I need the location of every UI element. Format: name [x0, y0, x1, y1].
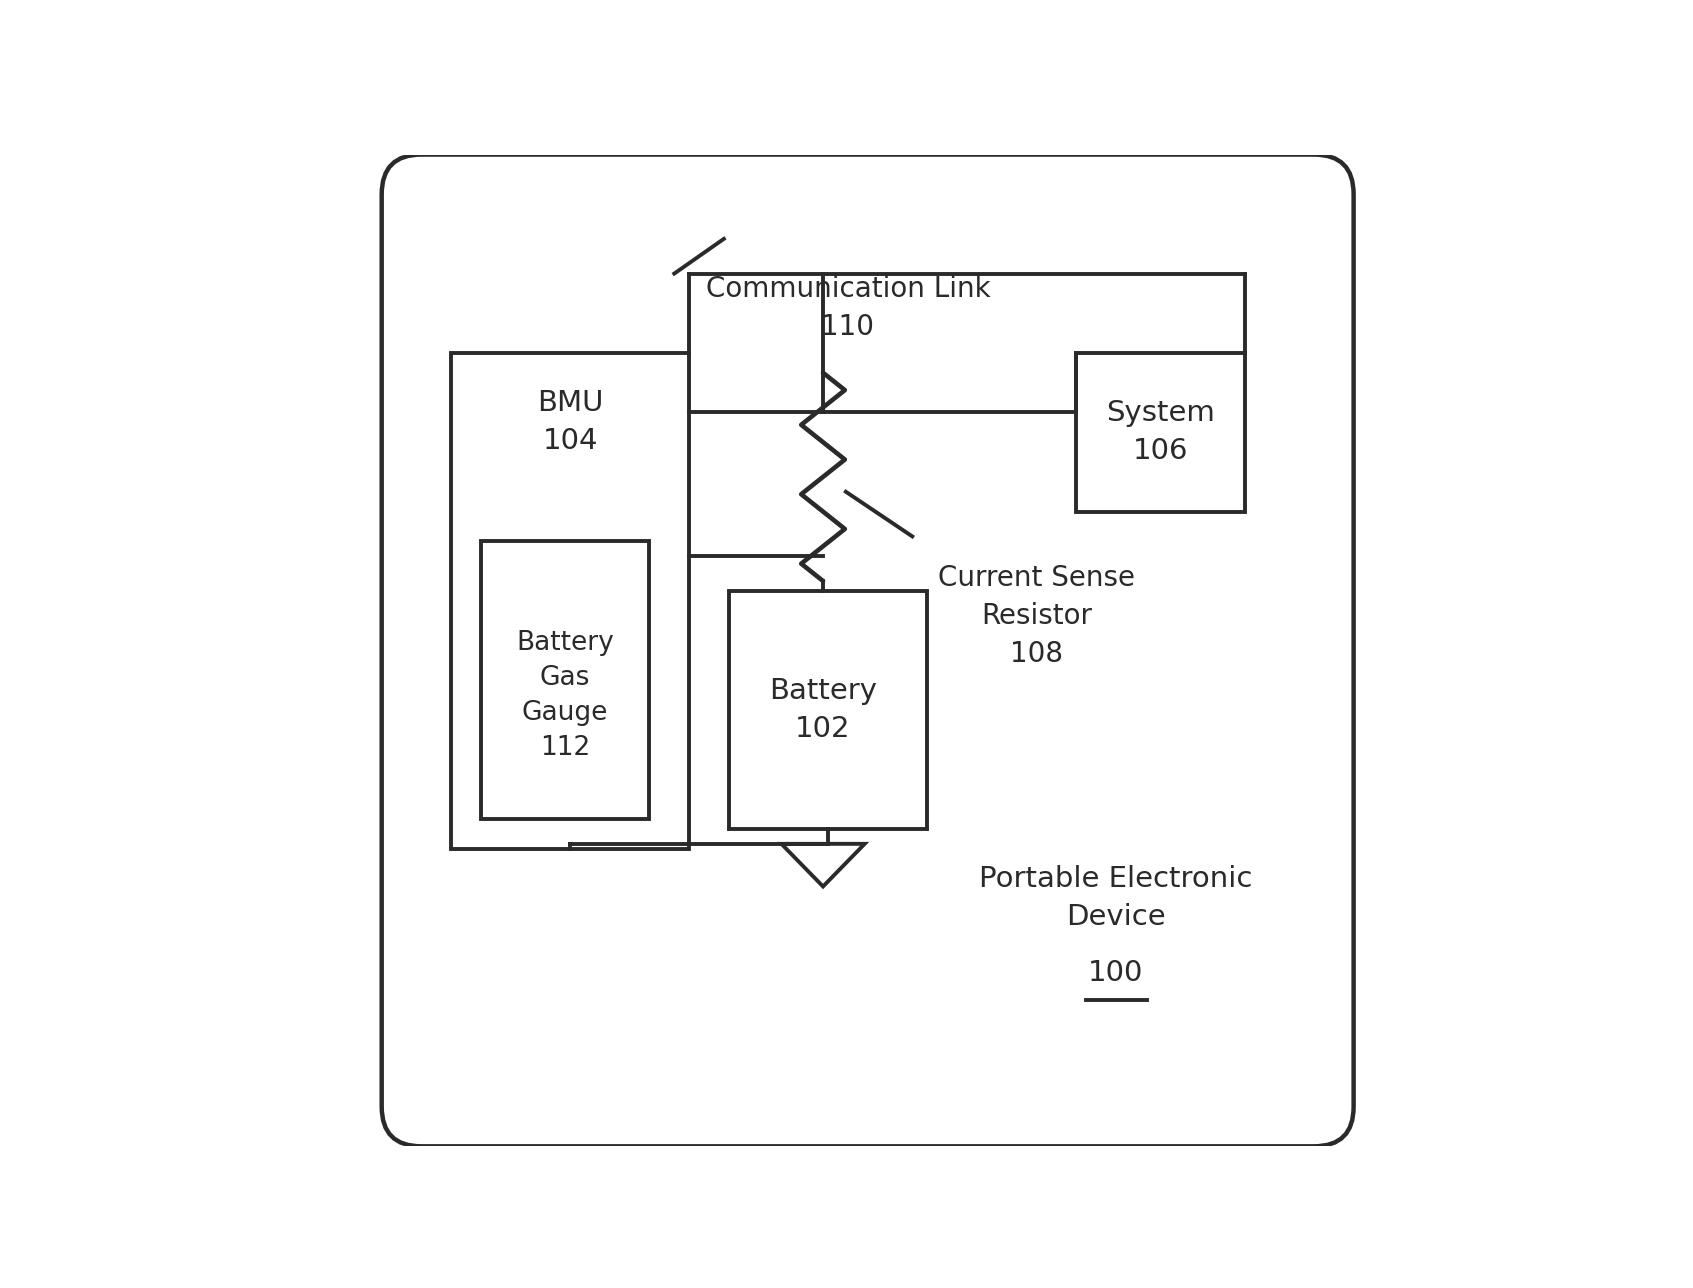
Bar	[728, 591, 928, 829]
Bar	[481, 541, 650, 819]
Bar	[450, 353, 689, 849]
Text: Portable Electronic
Device: Portable Electronic Device	[979, 866, 1253, 931]
Text: Communication Link
110: Communication Link 110	[706, 276, 990, 341]
Text: BMU
104: BMU 104	[537, 389, 603, 455]
Text: System
106: System 106	[1106, 399, 1214, 465]
Text: Battery
102: Battery 102	[769, 677, 877, 743]
FancyBboxPatch shape	[381, 155, 1354, 1146]
Bar	[1077, 353, 1244, 511]
Text: Current Sense
Resistor
108: Current Sense Resistor 108	[938, 564, 1134, 667]
Text: 100: 100	[1089, 958, 1143, 987]
Text: Battery
Gas
Gauge
112: Battery Gas Gauge 112	[516, 630, 615, 761]
